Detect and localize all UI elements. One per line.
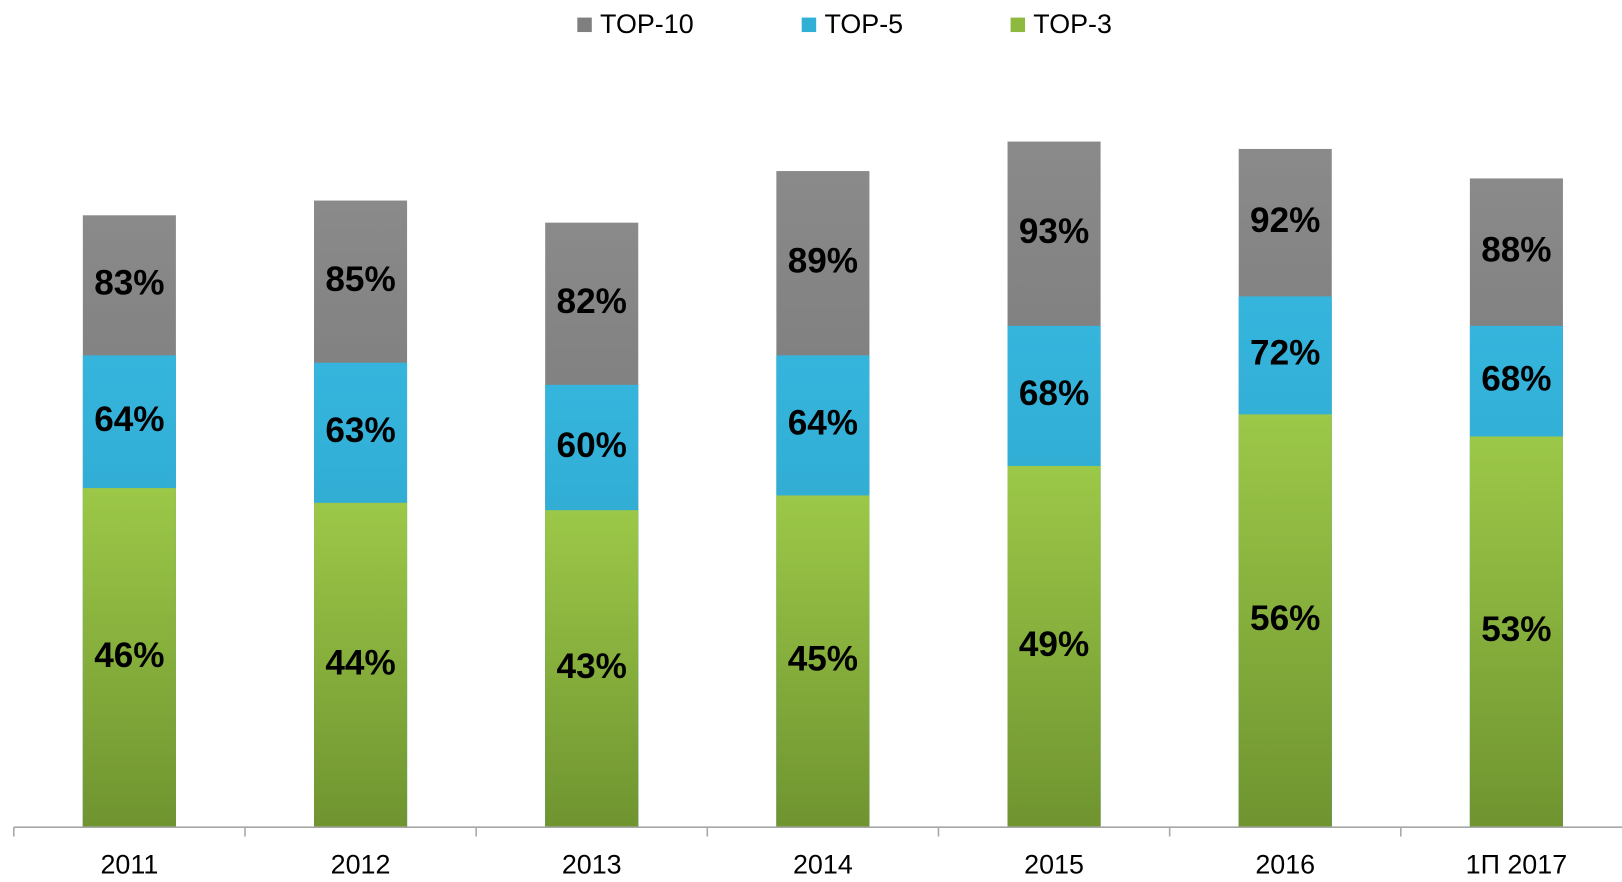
- value-label: 64%: [94, 400, 164, 439]
- value-label: 56%: [1250, 599, 1320, 638]
- legend-swatch: [1010, 17, 1026, 33]
- value-label: 88%: [1481, 230, 1551, 269]
- value-label: 44%: [325, 643, 395, 682]
- x-tick-label: 2014: [793, 850, 853, 880]
- value-label: 85%: [325, 260, 395, 299]
- x-tick-label: 2016: [1255, 850, 1315, 880]
- x-tick-label: 2015: [1024, 850, 1084, 880]
- value-label: 89%: [788, 241, 858, 280]
- legend-swatch: [801, 17, 817, 33]
- value-label: 63%: [325, 411, 395, 450]
- value-label: 68%: [1019, 374, 1089, 413]
- value-label: 72%: [1250, 334, 1320, 373]
- bar: [314, 502, 408, 828]
- value-label: 93%: [1019, 212, 1089, 251]
- value-label: 82%: [557, 282, 627, 321]
- x-tick-label: 2012: [331, 850, 391, 880]
- value-label: 45%: [788, 640, 858, 679]
- legend-swatch: [577, 17, 592, 33]
- bar: [1469, 436, 1563, 828]
- value-label: 49%: [1019, 625, 1089, 664]
- bar: [1007, 465, 1101, 828]
- x-tick-label: 2013: [562, 850, 622, 880]
- bar: [82, 488, 176, 828]
- legend-label: TOP-10: [600, 9, 694, 39]
- bar: [776, 495, 870, 828]
- x-tick-label: 2011: [100, 850, 158, 880]
- value-label: 83%: [94, 264, 164, 303]
- value-label: 60%: [557, 426, 627, 465]
- value-label: 53%: [1481, 610, 1551, 649]
- value-label: 46%: [94, 636, 164, 675]
- value-label: 64%: [788, 404, 858, 443]
- legend-label: TOP-5: [824, 9, 903, 39]
- bar: [1238, 414, 1332, 828]
- value-label: 43%: [557, 647, 627, 686]
- value-label: 92%: [1250, 201, 1320, 240]
- value-label: 68%: [1481, 359, 1551, 398]
- bar: [545, 510, 639, 828]
- legend-label: TOP-3: [1033, 9, 1112, 39]
- x-tick-label: 1П 2017: [1466, 850, 1568, 880]
